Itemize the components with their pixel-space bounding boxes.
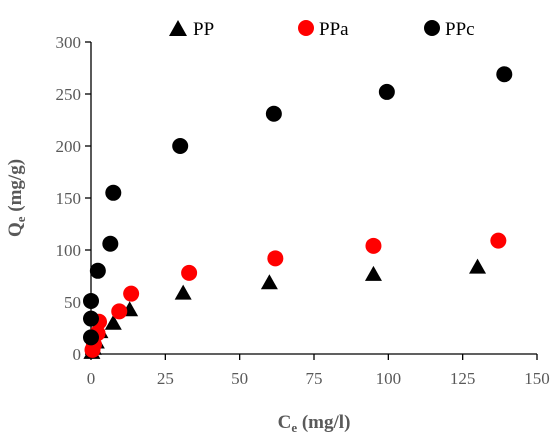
data-point-ppc [378, 83, 395, 100]
data-point-pp [364, 265, 382, 281]
data-point-pp [469, 258, 487, 274]
data-point-ppa [267, 250, 284, 267]
data-point-pp [174, 284, 192, 300]
x-tick-label: 125 [450, 369, 476, 388]
legend-marker-pp [169, 20, 187, 36]
data-point-ppa [365, 237, 382, 254]
y-tick-label: 50 [64, 293, 81, 312]
y-tick-label: 250 [56, 85, 82, 104]
legend: PP PPa PPc [169, 19, 475, 40]
legend-item-pp: PP [169, 19, 214, 40]
plot-area [83, 66, 513, 359]
series-pp [83, 258, 487, 359]
x-tick-label: 0 [87, 369, 96, 388]
data-point-ppa [123, 285, 140, 302]
x-tick-label: 25 [157, 369, 174, 388]
data-point-ppc [172, 138, 189, 154]
series-ppc [83, 66, 513, 346]
x-axis-title: Ce (mg/l) [278, 412, 351, 435]
data-point-ppa [490, 232, 507, 249]
legend-item-ppc: PPc [424, 19, 475, 40]
data-point-ppa [181, 264, 198, 281]
data-point-ppc [83, 310, 99, 327]
data-point-ppc [265, 105, 282, 122]
legend-label-pp: PP [193, 19, 214, 40]
data-point-pp [260, 274, 278, 290]
x-tick-label: 50 [231, 369, 248, 388]
data-point-ppc [102, 235, 119, 252]
data-point-pp [104, 314, 122, 330]
legend-marker-ppc [424, 20, 440, 36]
y-tick-label: 200 [56, 137, 82, 156]
series-ppa [84, 232, 507, 358]
data-point-ppc [89, 262, 106, 279]
legend-label-ppc: PPc [445, 19, 475, 40]
y-tick-label: 100 [56, 241, 82, 260]
y-axis-ticks: 0 50 100 150 200 250 300 [56, 33, 91, 364]
data-point-ppc [105, 184, 122, 201]
y-tick-label: 150 [56, 189, 82, 208]
legend-label-ppa: PPa [319, 19, 349, 40]
x-axis-ticks: 0 25 50 75 100 125 150 [87, 354, 550, 388]
x-tick-label: 100 [376, 369, 402, 388]
axes: 0 50 100 150 200 250 300 0 25 50 75 100 125 150 [56, 33, 550, 388]
legend-marker-ppa [298, 20, 314, 36]
x-tick-label: 150 [524, 369, 550, 388]
y-tick-label: 300 [56, 33, 82, 52]
legend-item-ppa: PPa [298, 19, 349, 40]
data-point-ppc [83, 329, 99, 346]
x-tick-label: 75 [306, 369, 323, 388]
y-tick-label: 0 [73, 345, 82, 364]
data-point-ppc [496, 66, 513, 83]
y-axis-title: Qe (mg/g) [5, 159, 28, 237]
data-point-ppa [111, 303, 128, 320]
data-point-ppc [83, 292, 99, 309]
